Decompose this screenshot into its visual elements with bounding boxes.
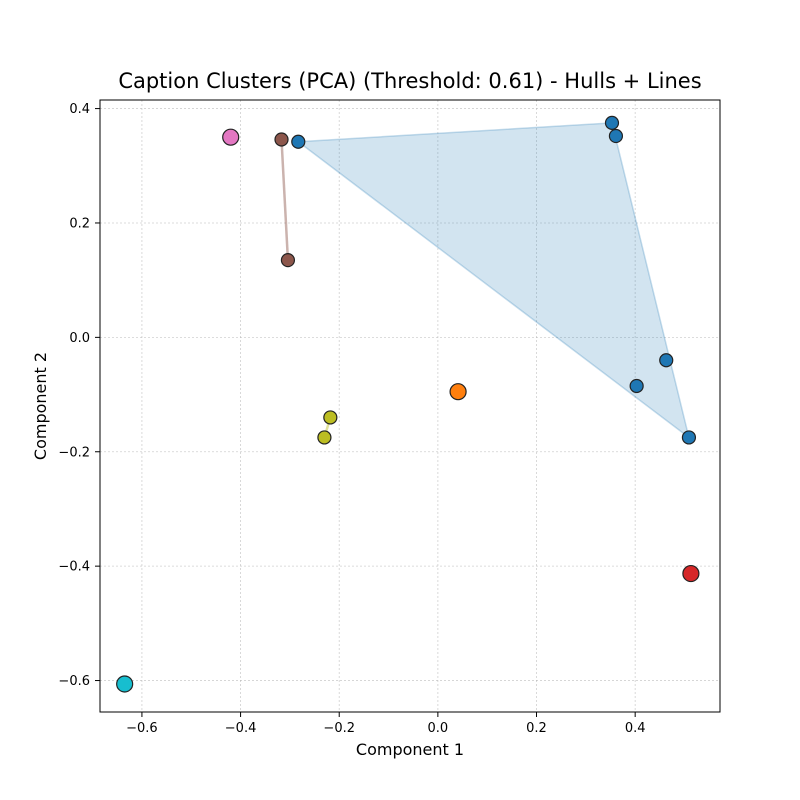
data-point — [450, 384, 466, 400]
data-point — [609, 130, 622, 143]
data-point — [660, 354, 673, 367]
y-tick-label: 0.4 — [69, 102, 90, 117]
hulls — [298, 123, 689, 438]
x-tick-label: −0.4 — [225, 721, 257, 736]
y-tick-label: 0.0 — [69, 331, 90, 346]
data-point — [630, 379, 643, 392]
y-axis-ticks: −0.6 −0.4 −0.2 0.0 0.2 0.4 — [58, 102, 100, 689]
data-point — [275, 133, 288, 146]
chart-title: Caption Clusters (PCA) (Threshold: 0.61)… — [118, 69, 701, 93]
data-point — [605, 116, 618, 129]
y-axis-label: Component 2 — [31, 352, 50, 460]
cluster-hull — [298, 123, 689, 438]
data-point — [682, 431, 695, 444]
x-axis-label: Component 1 — [356, 740, 464, 759]
data-point — [292, 135, 305, 148]
data-point — [117, 676, 133, 692]
x-tick-label: −0.2 — [323, 721, 355, 736]
data-point — [318, 431, 331, 444]
y-tick-label: −0.6 — [58, 674, 90, 689]
data-point — [683, 566, 699, 582]
y-tick-label: −0.2 — [58, 445, 90, 460]
x-axis-ticks: −0.6 −0.4 −0.2 0.0 0.2 0.4 — [126, 712, 645, 736]
x-tick-label: 0.0 — [428, 721, 449, 736]
cluster-line — [282, 139, 288, 260]
x-tick-label: −0.6 — [126, 721, 158, 736]
data-point — [281, 254, 294, 267]
y-tick-label: 0.2 — [69, 216, 90, 231]
x-tick-label: 0.4 — [625, 721, 646, 736]
data-point — [223, 129, 239, 145]
data-point — [324, 411, 337, 424]
connector-lines — [282, 139, 331, 437]
x-tick-label: 0.2 — [526, 721, 547, 736]
y-tick-label: −0.4 — [58, 560, 90, 575]
